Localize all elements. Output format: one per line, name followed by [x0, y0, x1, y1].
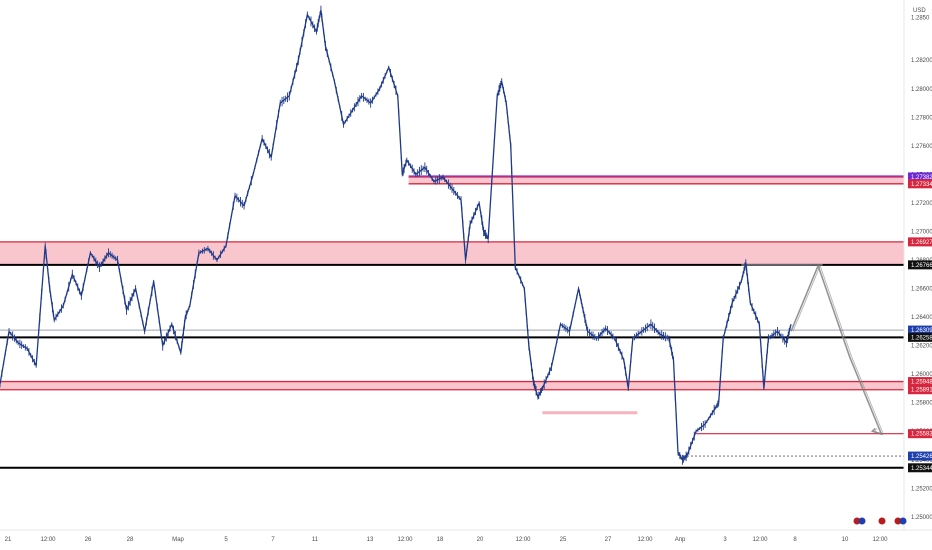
time-tick-label: 21 — [5, 537, 12, 543]
time-tick-label: 18 — [437, 537, 444, 543]
time-tick-label: 12:00 — [752, 537, 768, 543]
price-tag-label: 1.27382 — [911, 175, 932, 181]
economic-events[interactable] — [853, 517, 907, 525]
time-tick-label: 12:00 — [872, 537, 888, 543]
flag-icon[interactable] — [853, 517, 861, 525]
price-tag-box — [908, 260, 932, 270]
projection-shadow — [874, 428, 878, 432]
price-tag-box — [908, 463, 932, 473]
price-tick-label: 1.27600 — [911, 144, 932, 150]
time-tick-label: Апр — [675, 537, 686, 543]
currency-label: USD — [913, 8, 926, 14]
price-tag-label: 1.25891 — [911, 388, 932, 394]
price-tag-box — [908, 451, 932, 461]
price-tick-label: 1.27200 — [911, 201, 932, 207]
time-tick-label: 13 — [367, 537, 374, 543]
price-tag-label: 1.25344 — [911, 466, 932, 472]
price-series — [0, 5, 792, 465]
price-tick-label: 1.26000 — [911, 372, 932, 378]
price-tick-label: 1.25000 — [911, 515, 932, 521]
projection-shadow — [792, 265, 821, 332]
price-tag-label: 1.25948 — [911, 380, 932, 386]
price-tick-label: 1.28200 — [911, 58, 932, 64]
supply-demand-zones — [0, 176, 904, 391]
time-tick-label: 5 — [224, 537, 228, 543]
zone-rect — [0, 241, 904, 265]
price-tag-box — [908, 179, 932, 189]
projection-shadow — [851, 356, 884, 435]
projection-shadow — [874, 430, 884, 435]
horizontal-levels — [0, 175, 904, 469]
price-tags: 1.273821.273341.269271.267661.263091.262… — [908, 172, 932, 473]
time-tick-label: 7 — [271, 537, 275, 543]
price-tag-box — [908, 172, 932, 182]
time-tick-label: 3 — [723, 537, 727, 543]
price-tick-label: 1.27800 — [911, 115, 932, 121]
flag-icon[interactable] — [858, 517, 866, 525]
time-tick-label: 12:00 — [397, 537, 413, 543]
price-tag-box — [908, 325, 932, 335]
projection-line — [790, 263, 883, 436]
price-tick-label: 1.25400 — [911, 458, 932, 464]
price-tag-box — [908, 385, 932, 395]
time-tick-label: 20 — [477, 537, 484, 543]
price-tick-label: 1.25200 — [911, 486, 932, 492]
price-tag-label: 1.26309 — [911, 328, 932, 334]
time-tick-label: 25 — [560, 537, 567, 543]
price-tag-box — [908, 377, 932, 387]
time-tick-label: 28 — [127, 537, 134, 543]
time-tick-label: 27 — [605, 537, 612, 543]
time-tick-label: 26 — [85, 537, 92, 543]
price-tick-label: 1.27000 — [911, 229, 932, 235]
price-line — [0, 9, 792, 461]
time-axis[interactable]: 21 12:00 26 28 Мар 5 7 11 13 12:00 18 20 12:00 25 27 12… — [5, 537, 889, 543]
flag-icon[interactable] — [878, 517, 886, 525]
price-tick-label: 1.26400 — [911, 315, 932, 321]
price-tag-label: 1.26766 — [911, 263, 932, 269]
price-tag-box — [908, 429, 932, 439]
time-tick-label: 12:00 — [637, 537, 653, 543]
time-tick-label: 12:00 — [515, 537, 531, 543]
zone-rect — [0, 381, 904, 390]
flag-icon[interactable] — [894, 517, 902, 525]
price-tag-label: 1.25426 — [911, 454, 932, 460]
price-tag-label: 1.27334 — [911, 182, 932, 188]
zone-rect — [408, 176, 904, 184]
time-tick-label: 8 — [793, 537, 797, 543]
price-tick-label: 1.26600 — [911, 287, 932, 293]
price-tag-label: 1.25583 — [911, 432, 932, 438]
flag-icon[interactable] — [899, 517, 907, 525]
price-tick-label: 1.2850 — [911, 15, 930, 21]
time-tick-label: 10 — [842, 537, 849, 543]
price-tag-box — [908, 332, 932, 342]
time-tick-label: 11 — [312, 537, 319, 543]
projection-path — [790, 263, 884, 436]
price-tick-label: 1.26200 — [911, 344, 932, 350]
projection-shadow — [819, 265, 853, 358]
price-tag-box — [908, 237, 932, 247]
price-tag-label: 1.26258 — [911, 335, 932, 341]
time-tick-label: Мар — [172, 537, 184, 543]
time-tick-label: 12:00 — [40, 537, 56, 543]
price-tick-label: 1.25800 — [911, 401, 932, 407]
price-tag-label: 1.26927 — [911, 240, 932, 246]
price-tick-label: 1.28000 — [911, 87, 932, 93]
